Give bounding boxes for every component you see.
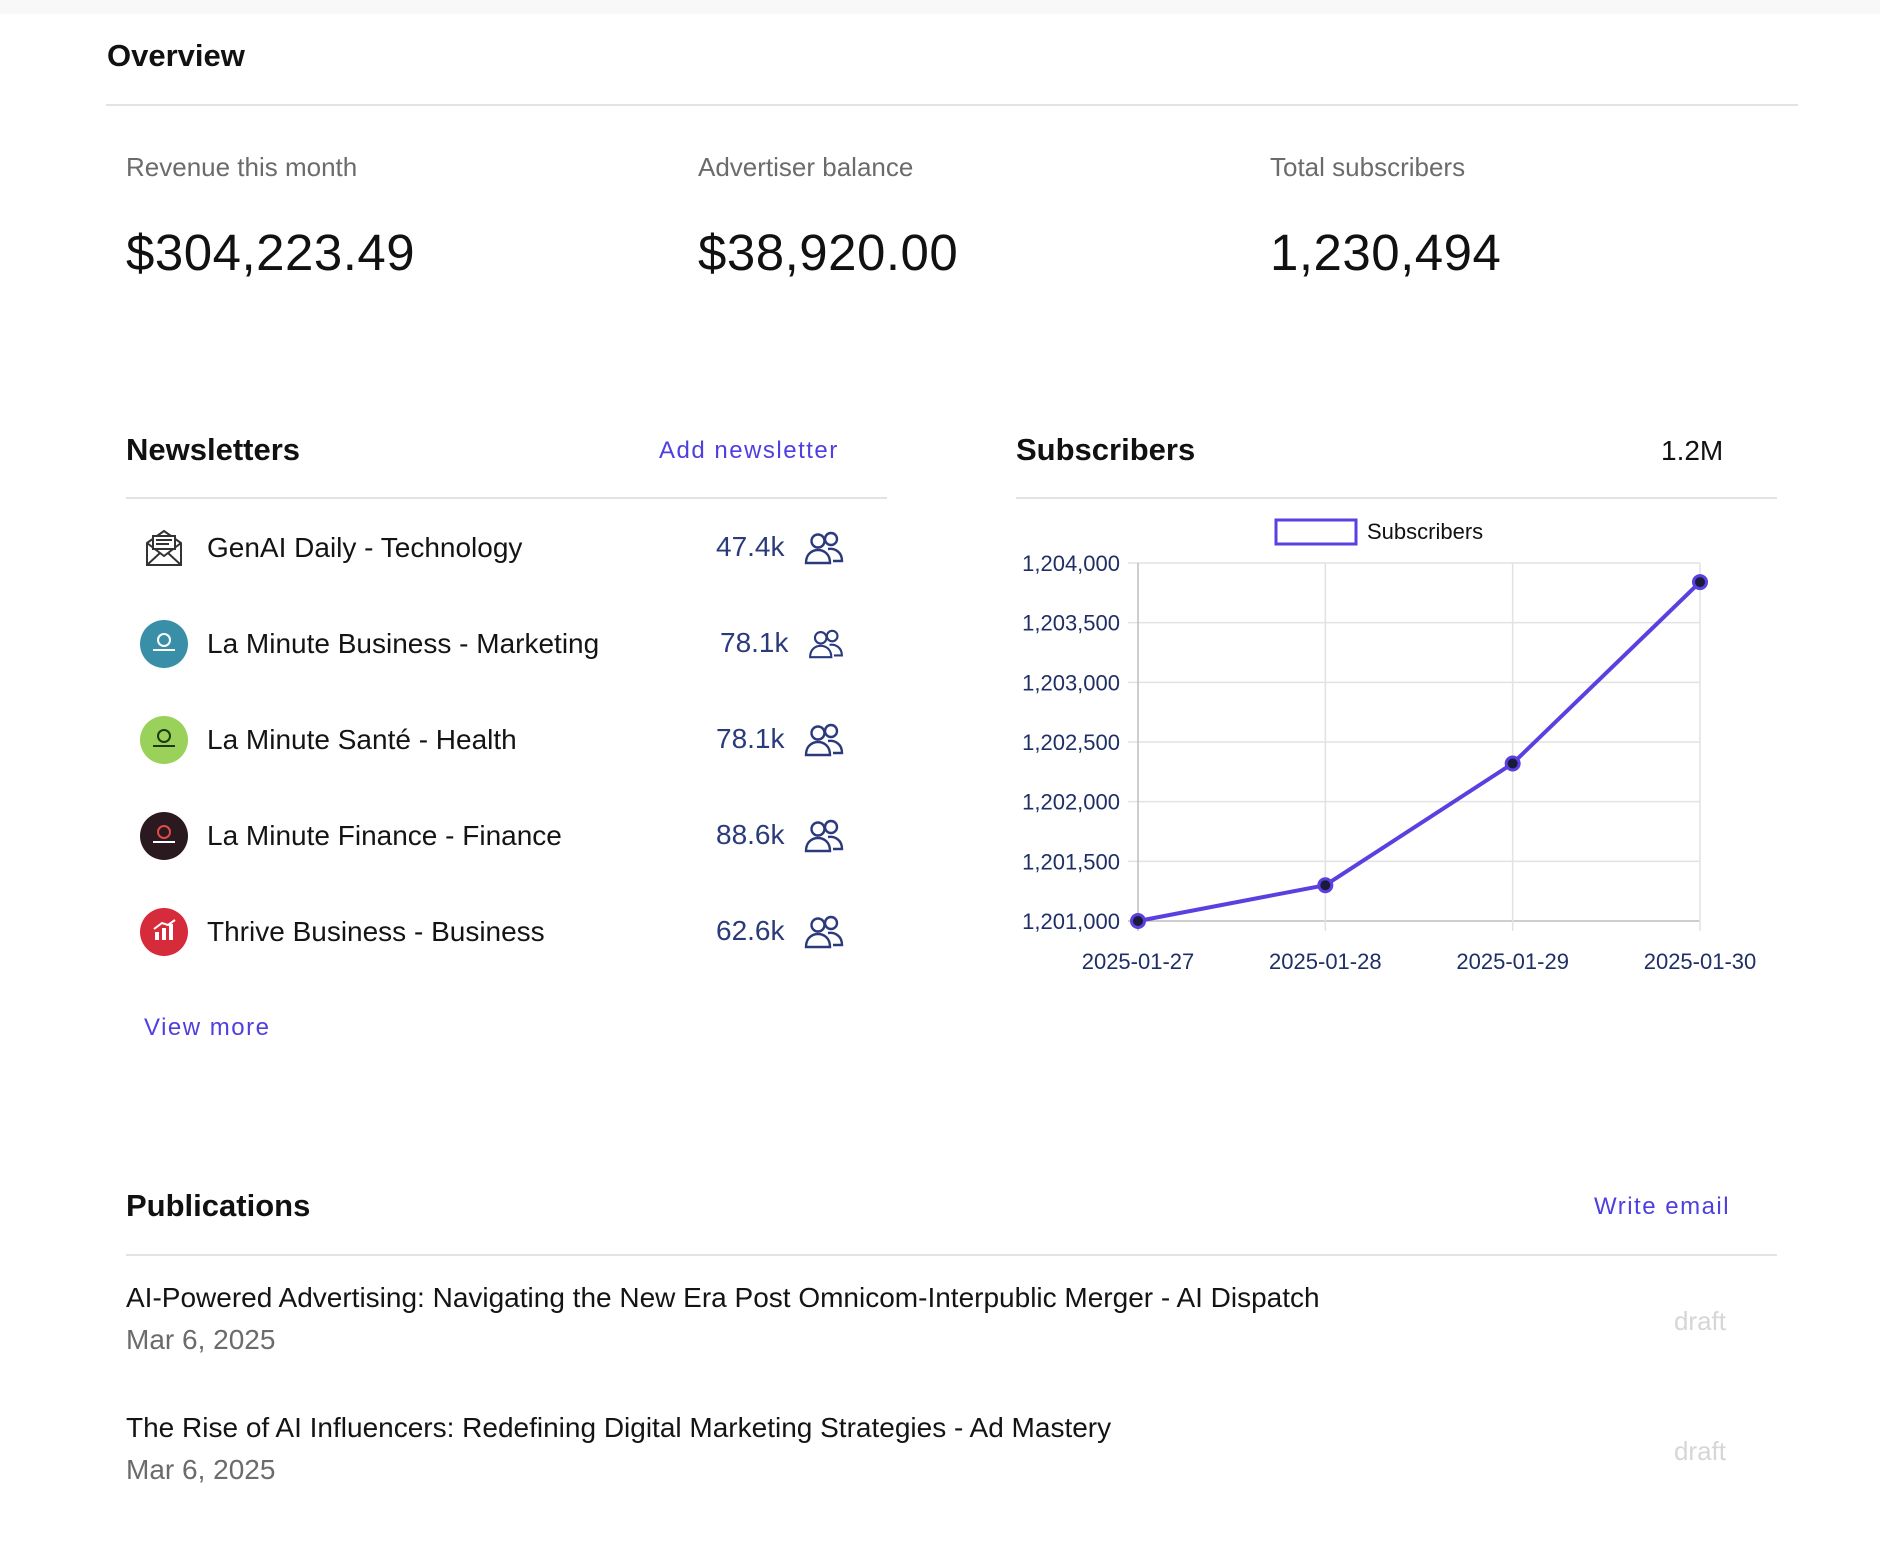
- subscribers-title: Subscribers: [1016, 432, 1196, 467]
- x-tick-label: 2025-01-28: [1269, 949, 1382, 974]
- newsletter-name: La Minute Business - Marketing: [207, 628, 600, 659]
- view-more-link[interactable]: View more: [144, 1014, 271, 1041]
- legend-label: Subscribers: [1367, 519, 1483, 544]
- publication-title[interactable]: AI-Powered Advertising: Navigating the N…: [126, 1282, 1320, 1313]
- data-point: [1317, 877, 1334, 894]
- stat-value: 1,230,494: [1270, 224, 1502, 281]
- overview-divider: [106, 104, 1798, 106]
- subscriber-count: 88.6k: [716, 819, 785, 850]
- x-tick-label: 2025-01-29: [1456, 949, 1569, 974]
- newsletter-row[interactable]: La Minute Santé - Health: [140, 710, 860, 770]
- y-tick-label: 1,201,500: [1022, 849, 1120, 874]
- y-tick-label: 1,202,000: [1022, 790, 1120, 815]
- stat-value: $38,920.00: [698, 224, 959, 281]
- la-minute-business-logo: [140, 620, 188, 668]
- publication-status: draft: [1673, 1436, 1726, 1466]
- subscribers-chart: 1,201,000 1,201,500 1,202,000 1,202,500 1,20…: [1005, 505, 1795, 985]
- users-icon: [804, 531, 844, 565]
- newsletter-name: La Minute Santé - Health: [207, 724, 517, 755]
- overview-title: Overview: [107, 38, 245, 73]
- newsletter-name: GenAI Daily - Technology: [207, 532, 523, 563]
- stat-advertiser-balance: Advertiser balance $38,920.00: [698, 152, 958, 282]
- y-tick-label: 1,201,000: [1022, 909, 1120, 934]
- publication-date: Mar 6, 2025: [126, 1454, 276, 1485]
- la-minute-finance-logo: [140, 812, 188, 860]
- users-icon: [809, 629, 843, 659]
- la-minute-sante-logo: [140, 716, 188, 764]
- newsletter-row[interactable]: La Minute Finance - Finance: [140, 806, 860, 866]
- data-point: [1692, 574, 1708, 591]
- subscribers-divider: [1016, 497, 1777, 499]
- subscriber-count: 62.6k: [716, 915, 785, 946]
- publications-divider: [126, 1254, 1777, 1256]
- thrive-business-logo: [140, 908, 188, 956]
- subscriber-count: 78.1k: [716, 723, 785, 754]
- y-tick-label: 1,203,000: [1022, 670, 1120, 695]
- y-tick-label: 1,203,500: [1022, 611, 1120, 636]
- users-icon: [804, 819, 844, 853]
- legend-swatch: [1274, 518, 1358, 546]
- subscriber-count: 78.1k: [720, 627, 789, 658]
- publication-status: draft: [1673, 1306, 1726, 1336]
- subscriber-count: 47.4k: [716, 531, 785, 562]
- publications-title: Publications: [126, 1188, 311, 1223]
- publication-date: Mar 6, 2025: [126, 1324, 276, 1355]
- newsletter-name: Thrive Business - Business: [207, 916, 545, 947]
- data-point: [1504, 755, 1521, 772]
- stat-total-subscribers: Total subscribers 1,230,494: [1270, 152, 1501, 282]
- users-icon: [804, 915, 844, 949]
- users-icon: [804, 723, 844, 757]
- newsletter-row[interactable]: Thrive Business - Business: [140, 902, 860, 962]
- stat-label: Advertiser balance: [698, 152, 914, 182]
- newsletter-name: La Minute Finance - Finance: [207, 820, 562, 851]
- stat-revenue: Revenue this month $304,223.49: [126, 152, 415, 282]
- newsletters-title: Newsletters: [126, 432, 301, 467]
- stat-label: Revenue this month: [126, 152, 358, 182]
- stat-value: $304,223.49: [126, 224, 416, 281]
- subscribers-total: 1.2M: [1661, 435, 1724, 466]
- envelope-icon: [140, 524, 188, 572]
- top-bar: [0, 0, 1880, 14]
- add-newsletter-link[interactable]: Add newsletter: [659, 437, 839, 464]
- stat-label: Total subscribers: [1270, 152, 1466, 182]
- x-tick-label: 2025-01-30: [1644, 949, 1757, 974]
- newsletters-divider: [126, 497, 887, 499]
- y-tick-label: 1,204,000: [1022, 551, 1120, 576]
- write-email-link[interactable]: Write email: [1594, 1193, 1731, 1220]
- publication-title[interactable]: The Rise of AI Influencers: Redefining D…: [126, 1412, 1112, 1443]
- subscribers-line-chart: 1,201,000 1,201,500 1,202,000 1,202,500 1,20…: [1022, 518, 1757, 974]
- x-tick-label: 2025-01-27: [1082, 949, 1195, 974]
- y-tick-label: 1,202,500: [1022, 730, 1120, 755]
- newsletter-row[interactable]: GenAI Daily - Technology: [140, 518, 860, 578]
- subscribers-series-line: [1137, 580, 1702, 923]
- data-point: [1130, 913, 1146, 929]
- newsletter-row[interactable]: La Minute Business - Marketing: [140, 614, 860, 674]
